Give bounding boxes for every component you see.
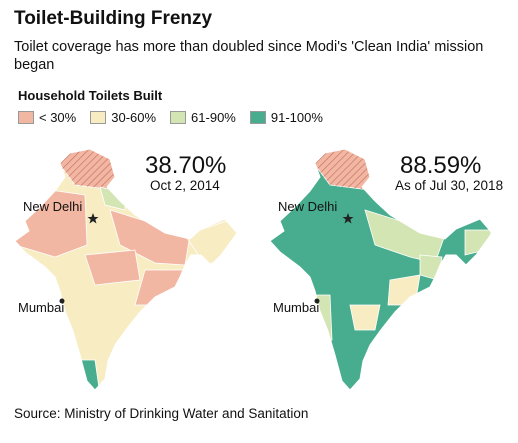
city-label: New Delhi [278, 199, 338, 214]
legend-title: Household Toilets Built [18, 88, 163, 103]
city-label: New Delhi [23, 199, 83, 214]
legend-swatch [249, 111, 266, 124]
state [184, 214, 237, 266]
title: Toilet-Building Frenzy [14, 8, 213, 29]
legend-label: 91-100% [270, 110, 323, 125]
india-map [14, 148, 238, 391]
map-value: 88.59% [400, 152, 482, 179]
city-label: Mumbai [273, 300, 320, 315]
map-date: As of Jul 30, 2018 [395, 178, 504, 193]
legend-label: 30-60% [111, 110, 157, 125]
state [349, 304, 381, 331]
legend-item: 91-100% [249, 110, 323, 125]
legend-item: 61-90% [170, 110, 236, 125]
map-date: Oct 2, 2014 [150, 178, 220, 193]
legend-item: < 30% [18, 110, 76, 125]
map-value: 38.70% [145, 152, 227, 179]
legend-label: < 30% [39, 110, 77, 125]
border [14, 148, 238, 391]
mumbai-dot [314, 298, 320, 304]
border [269, 148, 493, 391]
delhi-star [342, 213, 354, 224]
legend-item: 30-60% [90, 110, 156, 125]
india-map [269, 148, 493, 391]
country [270, 149, 492, 390]
subtitle: Toilet coverage has more than doubled si… [14, 39, 484, 73]
state [387, 274, 421, 306]
state [84, 249, 141, 286]
delhi-star [87, 213, 99, 224]
legend-label: 61-90% [191, 110, 236, 125]
city-label: Mumbai [18, 300, 65, 315]
source: Source: Ministry of Drinking Water and S… [14, 406, 309, 421]
mumbai-dot [59, 298, 65, 304]
legend-swatch [18, 111, 34, 124]
legend-swatch [170, 111, 187, 124]
legend-swatch [90, 111, 107, 124]
legend: < 30% 30-60% 61-90% 91-100% [18, 110, 323, 125]
